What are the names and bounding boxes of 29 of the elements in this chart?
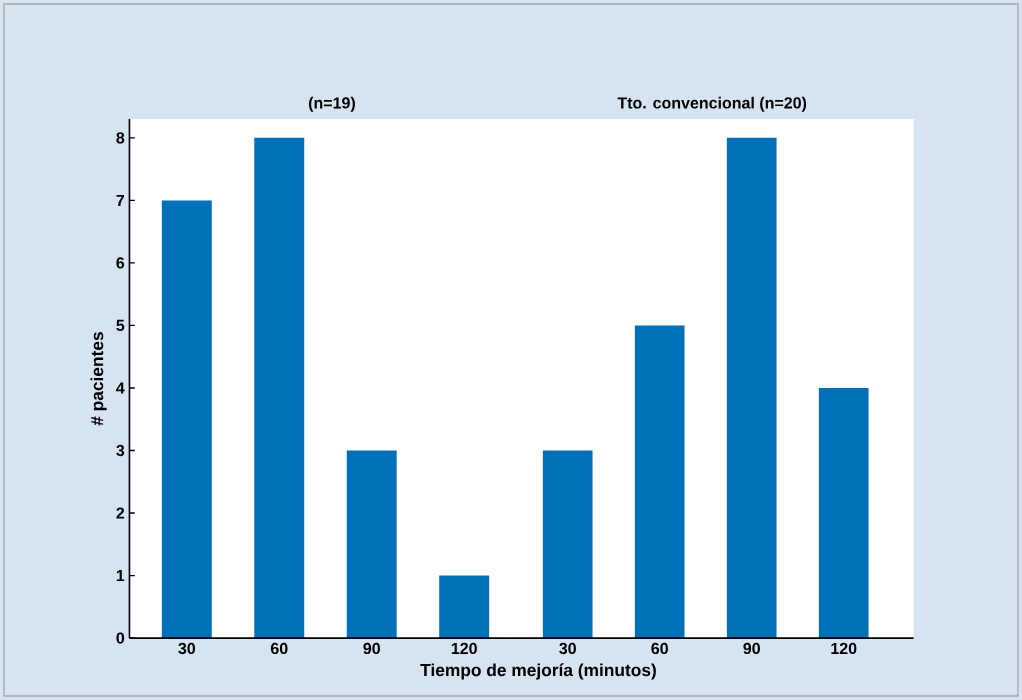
bar [726, 137, 777, 639]
x-tick-label: 60 [651, 642, 668, 655]
bar [634, 325, 685, 639]
bar [542, 450, 593, 639]
x-axis-title: Tiempo de mejoría (minutos) [420, 663, 656, 680]
x-tick-label: 90 [743, 642, 760, 655]
bar [818, 387, 869, 639]
bar [254, 137, 305, 639]
x-tick-label: 30 [559, 642, 576, 655]
bar [346, 450, 397, 639]
x-tick-label: 30 [178, 642, 196, 655]
y-tick-label: 4 [116, 382, 125, 394]
y-tick-label: 0 [116, 632, 125, 644]
y-tick-label: 1 [116, 570, 125, 582]
bar [161, 200, 212, 639]
bar [439, 575, 490, 639]
x-tick-label: 60 [270, 642, 288, 655]
x-tick-label: 120 [831, 642, 857, 655]
chart-title: Tto. convencional (n=20) [617, 96, 807, 112]
y-tick-label: 8 [116, 132, 125, 144]
y-tick-label: 5 [116, 319, 125, 332]
y-tick-label: 6 [116, 257, 125, 269]
x-tick-label: 90 [363, 642, 380, 655]
y-axis-title: # pacientes [90, 332, 107, 426]
y-tick-label: 2 [116, 507, 125, 519]
y-tick-label: 3 [116, 444, 125, 457]
chart-title: (n=19) [308, 96, 355, 112]
y-tick-label: 7 [116, 194, 125, 206]
x-tick-label: 120 [451, 642, 477, 655]
